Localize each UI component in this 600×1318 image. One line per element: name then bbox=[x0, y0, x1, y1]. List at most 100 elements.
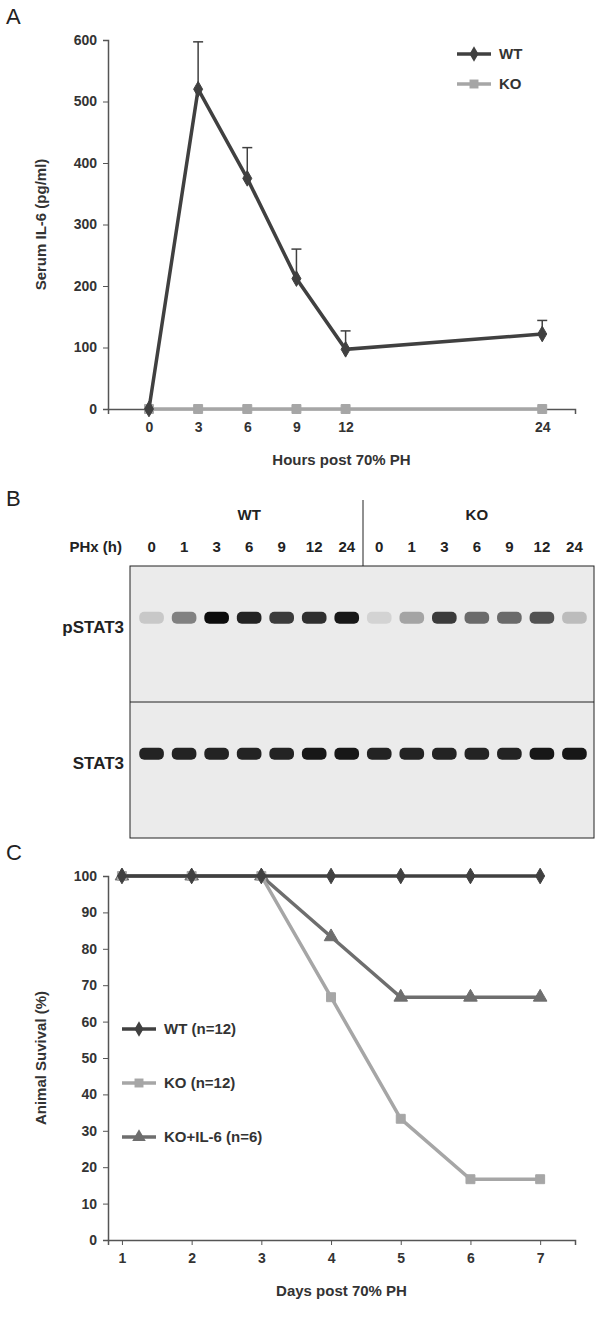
band bbox=[530, 612, 555, 624]
axis-line bbox=[109, 1241, 576, 1246]
marker bbox=[464, 989, 478, 1001]
band bbox=[432, 612, 457, 624]
tick-label: 60 bbox=[81, 1014, 97, 1030]
error-cap bbox=[193, 41, 203, 43]
marker bbox=[466, 868, 475, 884]
tick-label: 12 bbox=[338, 419, 354, 435]
plot-area bbox=[144, 42, 547, 417]
band bbox=[237, 748, 262, 760]
legend-item: KO bbox=[457, 75, 522, 92]
band bbox=[562, 612, 587, 624]
group-divider bbox=[363, 500, 364, 566]
chart-panel: A036912240100200300400500600Hours post 7… bbox=[6, 4, 576, 468]
tick-mark bbox=[103, 1131, 108, 1132]
y-axis: 0102030405060708090100 bbox=[74, 868, 109, 1248]
tick-label: 200 bbox=[74, 278, 98, 294]
tick-mark bbox=[122, 1240, 123, 1245]
tick: 300 bbox=[74, 216, 108, 232]
band bbox=[269, 612, 294, 624]
band bbox=[367, 748, 392, 760]
band bbox=[269, 748, 294, 760]
tick-label: 5 bbox=[397, 1250, 405, 1266]
tick-mark bbox=[103, 876, 108, 877]
marker bbox=[396, 1114, 405, 1123]
tick-mark bbox=[192, 1240, 193, 1245]
x-axis: 1234567 bbox=[109, 1240, 576, 1266]
tick-mark bbox=[261, 1240, 262, 1245]
error-cap bbox=[341, 330, 351, 332]
tick-label: 9 bbox=[293, 419, 301, 435]
marker bbox=[194, 405, 203, 414]
band bbox=[334, 748, 359, 760]
legend-marker bbox=[470, 46, 479, 62]
tick: 4 bbox=[328, 1240, 336, 1266]
tick-mark bbox=[103, 912, 108, 913]
marker bbox=[243, 171, 252, 187]
tick-label: 50 bbox=[81, 1050, 97, 1066]
tick: 6 bbox=[467, 1240, 475, 1266]
tick-label: 7 bbox=[537, 1250, 545, 1266]
tick-mark bbox=[103, 102, 108, 103]
series-line bbox=[122, 876, 540, 1179]
band bbox=[237, 612, 262, 624]
legend-marker bbox=[135, 1021, 144, 1037]
blot-panel: BWTKOPHx (h)013691224013691224pSTAT3STAT… bbox=[6, 486, 594, 838]
tick-label: 400 bbox=[74, 155, 98, 171]
band bbox=[432, 748, 457, 760]
marker bbox=[292, 405, 301, 414]
tick-label: 100 bbox=[74, 339, 98, 355]
tick: 70 bbox=[81, 977, 108, 993]
tick: 60 bbox=[81, 1014, 108, 1030]
tick-label: 0 bbox=[146, 419, 154, 435]
legend-label: WT (n=12) bbox=[164, 1020, 236, 1037]
tick-label: 6 bbox=[244, 419, 252, 435]
band bbox=[465, 612, 490, 624]
legend-item: WT (n=12) bbox=[122, 1020, 236, 1037]
marker bbox=[187, 868, 196, 884]
tick-mark bbox=[103, 1022, 108, 1023]
band bbox=[530, 748, 555, 760]
tick-label: 600 bbox=[74, 32, 98, 48]
tick: 10 bbox=[81, 1196, 108, 1212]
band bbox=[172, 748, 197, 760]
band bbox=[367, 612, 392, 624]
marker bbox=[538, 405, 547, 414]
marker bbox=[117, 868, 126, 884]
band bbox=[302, 748, 327, 760]
lane-label: 6 bbox=[473, 538, 481, 555]
row-label: STAT3 bbox=[73, 754, 124, 773]
tick-label: 0 bbox=[89, 401, 97, 417]
series bbox=[117, 868, 544, 884]
legend-item: KO+IL-6 (n=6) bbox=[122, 1128, 262, 1145]
tick-label: 2 bbox=[188, 1250, 196, 1266]
marker bbox=[194, 81, 203, 97]
tick: 0 bbox=[89, 1232, 108, 1248]
tick: 7 bbox=[537, 1240, 545, 1266]
marker bbox=[533, 989, 547, 1001]
marker bbox=[257, 868, 266, 884]
tick-mark bbox=[103, 1058, 108, 1059]
tick-label: 100 bbox=[74, 868, 98, 884]
tick-mark bbox=[103, 348, 108, 349]
lane-label: 12 bbox=[306, 538, 323, 555]
tick: 30 bbox=[81, 1123, 108, 1139]
legend-marker bbox=[135, 1079, 144, 1088]
marker bbox=[327, 868, 336, 884]
marker bbox=[341, 342, 350, 358]
tick-label: 6 bbox=[467, 1250, 475, 1266]
lane-axis-title: PHx (h) bbox=[70, 538, 123, 555]
lane-label: 0 bbox=[147, 538, 155, 555]
axis-line bbox=[103, 41, 109, 410]
tick: 5 bbox=[397, 1240, 405, 1266]
x-axis-title: Hours post 70% PH bbox=[272, 451, 410, 468]
tick: 1 bbox=[119, 1240, 127, 1266]
band bbox=[204, 748, 229, 760]
lane-label: 0 bbox=[375, 538, 383, 555]
band bbox=[172, 612, 197, 624]
y-axis-title: Serum IL-6 (pg/ml) bbox=[32, 159, 49, 291]
tick-label: 40 bbox=[81, 1086, 97, 1102]
band-row bbox=[139, 748, 586, 760]
tick-mark bbox=[103, 40, 108, 41]
series bbox=[115, 868, 547, 1001]
group-label: WT bbox=[237, 506, 260, 523]
